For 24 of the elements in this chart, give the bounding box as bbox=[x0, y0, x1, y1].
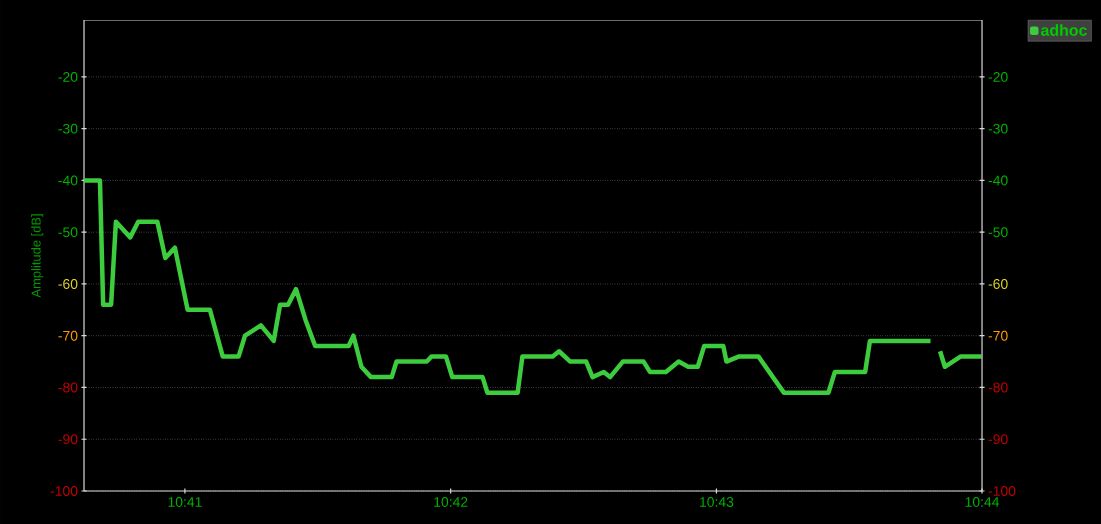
y2-tick-label: -30 bbox=[988, 123, 1008, 134]
y2-tick-label: -80 bbox=[988, 382, 1008, 393]
x-tick-label: 10:41 bbox=[168, 496, 202, 507]
y2-tick-label: -90 bbox=[988, 434, 1008, 445]
y2-tick-label: -100 bbox=[988, 486, 1016, 496]
y-tick-label: -80 bbox=[58, 382, 78, 393]
y-tick-label: -90 bbox=[58, 434, 78, 445]
x-tick-label: 10:43 bbox=[700, 496, 734, 507]
y-tick-label: -30 bbox=[58, 123, 78, 134]
y2-tick-label: -20 bbox=[988, 71, 1008, 82]
y-tick-label: -20 bbox=[58, 71, 78, 82]
x-tick-label: 10:42 bbox=[434, 496, 468, 507]
y-tick-label: -60 bbox=[58, 279, 78, 289]
x-tick-label: 10:44 bbox=[965, 496, 1000, 507]
y2-tick-label: -40 bbox=[988, 175, 1008, 186]
y2-tick-label: -50 bbox=[988, 227, 1008, 238]
legend-label: adhoc bbox=[1040, 24, 1087, 36]
y-tick-label: -70 bbox=[58, 330, 78, 341]
y-tick-label: -50 bbox=[58, 227, 78, 238]
y-axis-title: Amplitude [dB] bbox=[31, 214, 44, 298]
y-tick-label: -100 bbox=[50, 486, 78, 496]
y-tick-label: -40 bbox=[58, 175, 78, 186]
y2-tick-label: -60 bbox=[988, 279, 1008, 289]
y2-tick-label: -70 bbox=[988, 330, 1008, 341]
